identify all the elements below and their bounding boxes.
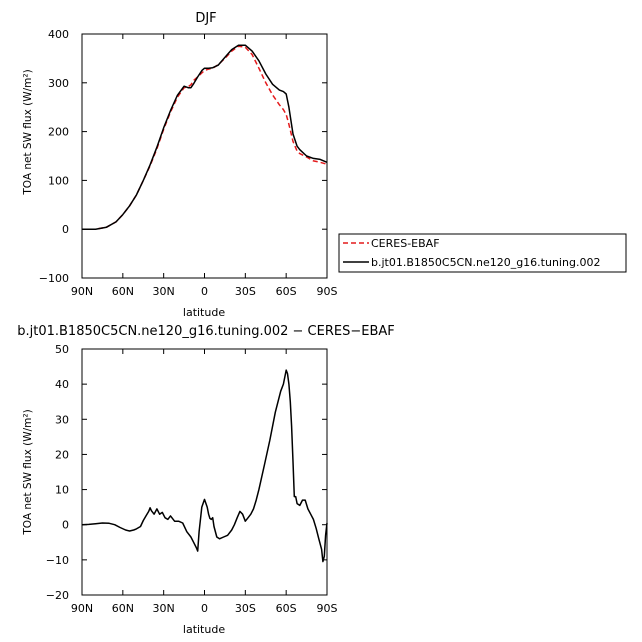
top-y-tick-label: 0 (62, 223, 69, 236)
top-x-tick-label: 90N (71, 285, 93, 298)
legend-label-model: b.jt01.B1850C5CN.ne120_g16.tuning.002 (371, 256, 600, 269)
top-y-axis-label: TOA net SW flux (W/m²) (22, 69, 34, 195)
bottom-chart-title: b.jt01.B1850C5CN.ne120_g16.tuning.002 − … (17, 324, 395, 339)
top-y-tick-label: 300 (48, 77, 69, 90)
top-x-tick-label: 60S (276, 285, 297, 298)
bottom-y-tick-label: 0 (62, 519, 69, 532)
bottom-x-tick-label: 30N (153, 602, 175, 615)
bottom-x-tick-label: 60S (276, 602, 297, 615)
top-y-tick-label: −100 (39, 272, 69, 285)
top-x-tick-label: 60N (112, 285, 134, 298)
top-y-tick-label: 100 (48, 174, 69, 187)
bottom-x-axis-label: latitude (183, 623, 225, 636)
top-panel: DJF TOA net SW flux (W/m²) 90N 60N 30N 0 30S… (22, 11, 338, 298)
bottom-panel: b.jt01.B1850C5CN.ne120_g16.tuning.002 − … (17, 306, 395, 636)
bottom-plot-frame (81, 348, 328, 596)
top-y-tick-label: 400 (48, 28, 69, 41)
bottom-y-axis-label: TOA net SW flux (W/m²) (22, 409, 34, 535)
bottom-y-tick-label: 20 (55, 448, 69, 461)
top-x-tick-label: 0 (201, 285, 208, 298)
bottom-x-tick-label: 90N (71, 602, 93, 615)
top-chart-title: DJF (195, 11, 216, 26)
bottom-x-tick-label: 90S (317, 602, 338, 615)
bottom-x-tick-label: 0 (201, 602, 208, 615)
bottom-y-tick-label: 40 (55, 378, 69, 391)
top-series-line-1 (82, 45, 328, 230)
legend-box (338, 233, 627, 273)
top-plot-frame (81, 33, 328, 279)
bottom-y-tick-label: 10 (55, 484, 69, 497)
bottom-y-tick-label: 50 (55, 343, 69, 356)
top-x-axis-label: latitude (183, 306, 225, 319)
top-y-tick-label: 200 (48, 126, 69, 139)
bottom-series-line-1 (81, 369, 328, 563)
bottom-x-tick-label: 30S (235, 602, 256, 615)
legend-label-ceres: CERES-EBAF (371, 237, 440, 250)
bottom-y-tick-label: −10 (46, 554, 69, 567)
top-series-line-2 (82, 44, 328, 230)
top-x-tick-label: 90S (317, 285, 338, 298)
legend: CERES-EBAF b.jt01.B1850C5CN.ne120_g16.tu… (338, 233, 627, 273)
bottom-y-tick-label: −20 (46, 589, 69, 602)
bottom-y-tick-label: 30 (55, 413, 69, 426)
top-x-tick-label: 30S (235, 285, 256, 298)
bottom-x-tick-label: 60N (112, 602, 134, 615)
top-x-tick-label: 30N (153, 285, 175, 298)
